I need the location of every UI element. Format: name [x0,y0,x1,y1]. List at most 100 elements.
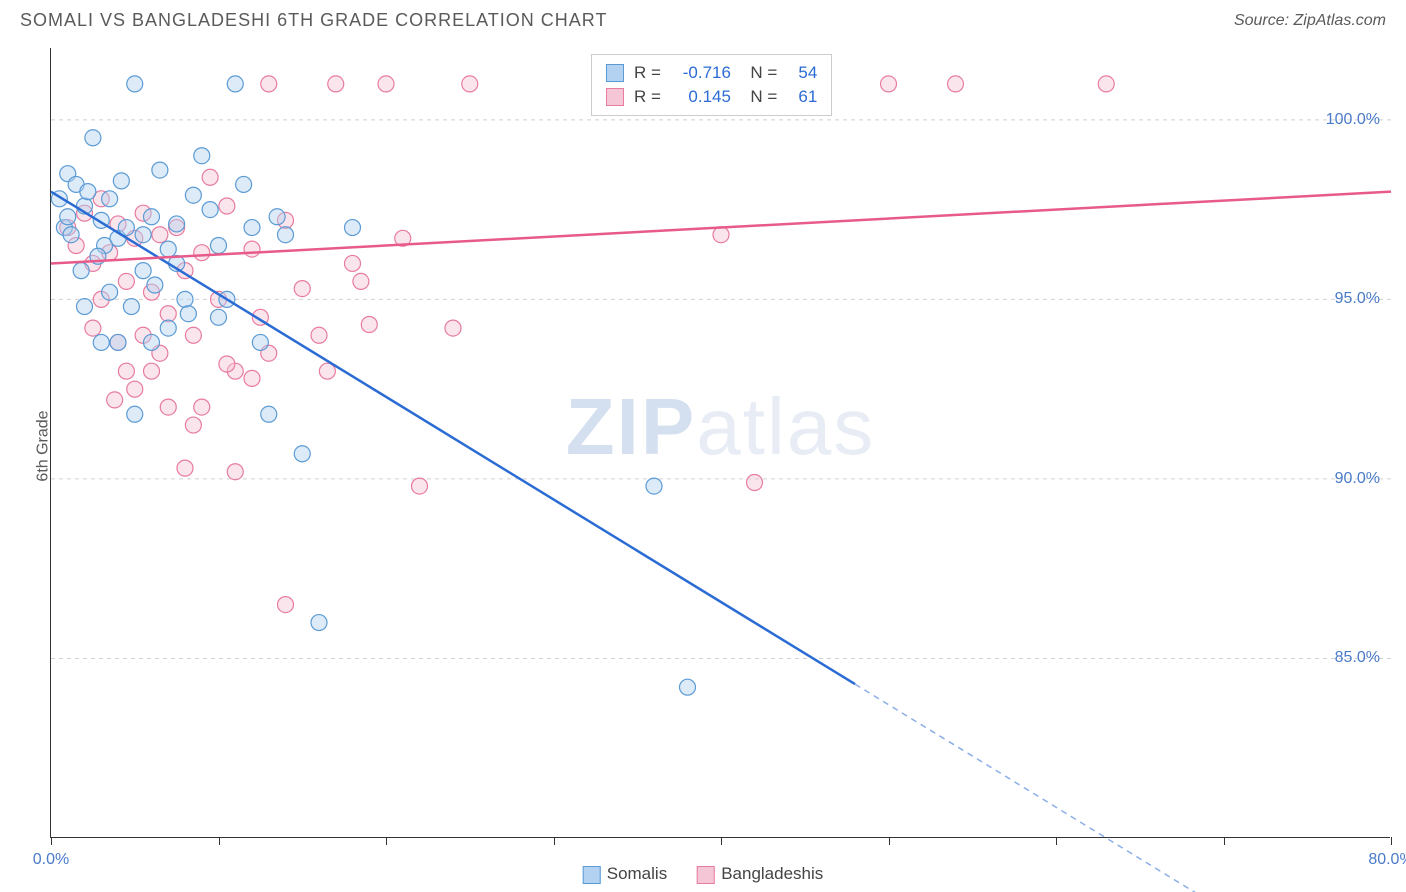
scatter-point [412,478,428,494]
legend-series-label: Somalis [607,864,667,883]
scatter-point [63,227,79,243]
legend-series-label: Bangladeshis [721,864,823,883]
scatter-point [152,227,168,243]
scatter-point [194,245,210,261]
legend-n-value: 54 [787,63,817,83]
scatter-point [135,263,151,279]
legend-series-item: Somalis [583,864,667,884]
scatter-point [160,306,176,322]
scatter-point [328,76,344,92]
y-tick-label: 90.0% [1335,470,1380,488]
scatter-point [144,334,160,350]
legend-swatch [583,866,601,884]
scatter-point [227,76,243,92]
scatter-point [110,334,126,350]
scatter-point [160,399,176,415]
scatter-point [244,241,260,257]
scatter-point [219,198,235,214]
scatter-point [147,277,163,293]
scatter-point [177,460,193,476]
scatter-point [185,187,201,203]
legend-r-value: -0.716 [671,63,731,83]
y-tick-label: 95.0% [1335,290,1380,308]
scatter-point [252,334,268,350]
scatter-point [194,399,210,415]
scatter-point [202,169,218,185]
scatter-point [107,392,123,408]
legend-correlation-row: R = -0.716 N = 54 [606,61,817,85]
x-tick-label: 80.0% [1368,851,1406,869]
scatter-point [713,227,729,243]
x-tick [1391,837,1392,845]
chart-header: SOMALI VS BANGLADESHI 6TH GRADE CORRELAT… [0,0,1406,36]
scatter-point [244,220,260,236]
scatter-point [227,464,243,480]
x-tick [51,837,52,845]
scatter-point [118,363,134,379]
y-tick-label: 100.0% [1326,111,1380,129]
scatter-point [462,76,478,92]
legend-correlation-row: R = 0.145 N = 61 [606,85,817,109]
scatter-point [219,356,235,372]
scatter-point [311,615,327,631]
scatter-point [881,76,897,92]
legend-swatch [606,64,624,82]
scatter-point [948,76,964,92]
scatter-point [85,320,101,336]
x-tick-label: 0.0% [33,851,69,869]
scatter-point [202,202,218,218]
scatter-point [135,227,151,243]
scatter-point [73,263,89,279]
scatter-point [102,284,118,300]
x-tick [721,837,722,845]
scatter-point [77,299,93,315]
scatter-point [261,406,277,422]
scatter-point [353,273,369,289]
scatter-point [236,176,252,192]
legend-swatch [606,88,624,106]
legend-correlation: R = -0.716 N = 54R = 0.145 N = 61 [591,54,832,116]
scatter-point [123,299,139,315]
scatter-point [152,162,168,178]
x-tick [386,837,387,845]
legend-swatch [697,866,715,884]
scatter-point [85,130,101,146]
scatter-point [80,184,96,200]
scatter-point [646,478,662,494]
scatter-point [160,320,176,336]
chart-svg [51,48,1390,837]
scatter-point [118,273,134,289]
scatter-point [185,417,201,433]
scatter-point [294,281,310,297]
scatter-point [345,220,361,236]
scatter-point [144,209,160,225]
scatter-point [294,446,310,462]
scatter-point [244,370,260,386]
scatter-point [211,238,227,254]
scatter-point [445,320,461,336]
scatter-point [160,241,176,257]
scatter-point [261,76,277,92]
x-tick [554,837,555,845]
scatter-point [361,317,377,333]
scatter-point [102,191,118,207]
legend-n-label: N = [741,87,777,107]
scatter-point [127,381,143,397]
legend-series-item: Bangladeshis [697,864,823,884]
trend-line [51,192,855,684]
scatter-point [211,309,227,325]
y-tick-label: 85.0% [1335,649,1380,667]
trend-line-extrapolated [855,684,1224,892]
scatter-point [378,76,394,92]
scatter-point [127,76,143,92]
scatter-point [169,216,185,232]
scatter-point [113,173,129,189]
scatter-point [185,327,201,343]
scatter-point [680,679,696,695]
chart-plot-area: ZIPatlas R = -0.716 N = 54R = 0.145 N = … [50,48,1390,838]
scatter-point [180,306,196,322]
x-tick [1056,837,1057,845]
scatter-point [1098,76,1114,92]
x-tick [219,837,220,845]
chart-source: Source: ZipAtlas.com [1234,12,1386,30]
